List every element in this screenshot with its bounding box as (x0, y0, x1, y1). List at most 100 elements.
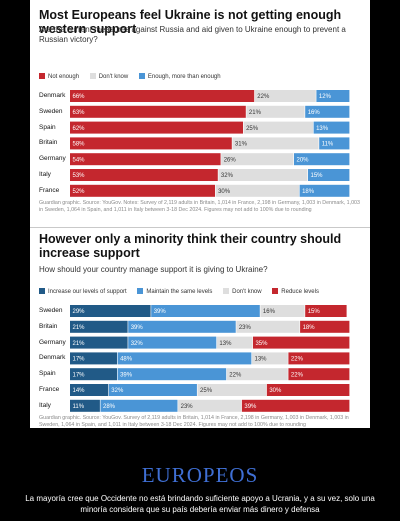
data-label: 16% (308, 110, 321, 116)
data-label: 13% (255, 357, 268, 363)
category-label: Italy (39, 171, 51, 178)
data-label: 12% (319, 94, 332, 100)
legend-label: Increase our levels of support (48, 289, 127, 295)
legend-item: Don't know (89, 73, 128, 80)
data-label: 30% (269, 388, 282, 394)
legend-label: Not enough (48, 74, 80, 80)
bar-segment (70, 320, 128, 333)
bar-segment (216, 336, 253, 349)
data-label: 39% (120, 372, 133, 378)
bar-segment (70, 105, 246, 118)
poster-title: EUROPEOS (141, 463, 259, 487)
poster-caption: La mayoría cree que Occidente no está br… (25, 494, 375, 514)
bar-segment (252, 336, 350, 349)
legend-swatch (138, 73, 145, 79)
bar-segment (294, 153, 350, 166)
bar-segment (308, 169, 350, 181)
bar-segment (197, 384, 267, 396)
category-label: Germany (39, 155, 66, 163)
data-label: 26% (224, 157, 237, 163)
category-label: Italy (39, 401, 51, 409)
data-label: 22% (229, 372, 242, 378)
bar-segment (236, 320, 300, 333)
data-label: 18% (302, 189, 315, 195)
category-label: Denmark (39, 92, 66, 99)
data-label: 58% (73, 142, 86, 148)
bar-segment (128, 320, 236, 333)
bar-segment (70, 305, 151, 317)
bar-segment (70, 368, 117, 381)
bar-segment (218, 169, 308, 181)
bar-segment (288, 368, 350, 381)
data-label: 30% (218, 189, 231, 195)
bar-segment (151, 305, 260, 317)
section-divider (30, 227, 370, 228)
legend-item: Reduce levels (272, 288, 319, 295)
data-label: 28% (103, 404, 116, 410)
bar-segment (246, 105, 305, 118)
bar-segment (108, 384, 197, 396)
bar-segment (70, 90, 255, 102)
bar-segment (232, 137, 319, 150)
bar-segment (178, 399, 242, 412)
data-label: 48% (120, 357, 133, 363)
legend-swatch (89, 73, 96, 79)
bar-segment (300, 320, 350, 333)
legend-swatch (39, 73, 45, 79)
bar-segment (305, 305, 347, 317)
bar-segment (288, 352, 350, 365)
bar-segment (70, 121, 243, 134)
bar-segment (70, 169, 218, 181)
category-label: Spain (39, 123, 56, 131)
category-label: Britain (39, 139, 58, 147)
bar-segment (243, 121, 313, 134)
bar-segment (70, 184, 215, 197)
bar-segment (117, 352, 252, 365)
data-label: 32% (111, 388, 124, 394)
legend-swatch (272, 288, 279, 294)
infographic-panel: Most Europeans feel Ukraine is not getti… (30, 0, 370, 428)
bar-segment (260, 305, 305, 317)
data-label: 39% (244, 404, 257, 410)
legend-item: Not enough (39, 73, 79, 80)
data-label: 15% (308, 309, 321, 315)
data-label: 29% (73, 309, 86, 315)
bar-segment (316, 90, 350, 102)
data-label: 17% (73, 372, 86, 378)
category-label: France (39, 186, 60, 194)
data-label: 54% (73, 157, 86, 163)
chart1-legend: Not enough Don't know Enough, more than … (39, 73, 230, 83)
bar-segment (254, 90, 316, 102)
chart2-title: However only a minority think their coun… (39, 232, 342, 260)
bar-segment (226, 368, 288, 381)
data-label: 20% (297, 157, 310, 163)
bar-segment (313, 121, 350, 134)
data-label: 63% (73, 110, 86, 116)
bar-segment (70, 352, 117, 365)
category-label: Spain (39, 370, 56, 378)
data-label: 39% (154, 309, 167, 315)
data-label: 11% (322, 142, 334, 148)
data-label: 25% (200, 388, 213, 394)
chart2-subtitle: How should your country manage support i… (39, 265, 268, 274)
chart2-legend: Increase our levels of support Maintain … (39, 288, 328, 298)
legend-swatch (137, 288, 144, 294)
data-label: 23% (239, 325, 252, 331)
legend-swatch (223, 288, 230, 294)
data-label: 16% (263, 309, 276, 315)
category-label: Sweden (39, 307, 63, 314)
bar-segment (299, 184, 350, 197)
bar-segment (252, 352, 288, 365)
bar-segment (215, 184, 299, 197)
data-label: 23% (181, 404, 194, 410)
bar-segment (70, 153, 221, 166)
category-label: Sweden (39, 107, 63, 115)
data-label: 66% (73, 94, 86, 100)
data-label: 32% (221, 173, 234, 179)
data-label: 14% (73, 388, 86, 394)
legend-swatch (39, 288, 45, 294)
chart1-title: Most Europeans feel Ukraine is not getti… (39, 8, 342, 36)
data-label: 11% (73, 404, 85, 410)
data-label: 17% (73, 357, 86, 363)
bar-segment (241, 399, 350, 412)
